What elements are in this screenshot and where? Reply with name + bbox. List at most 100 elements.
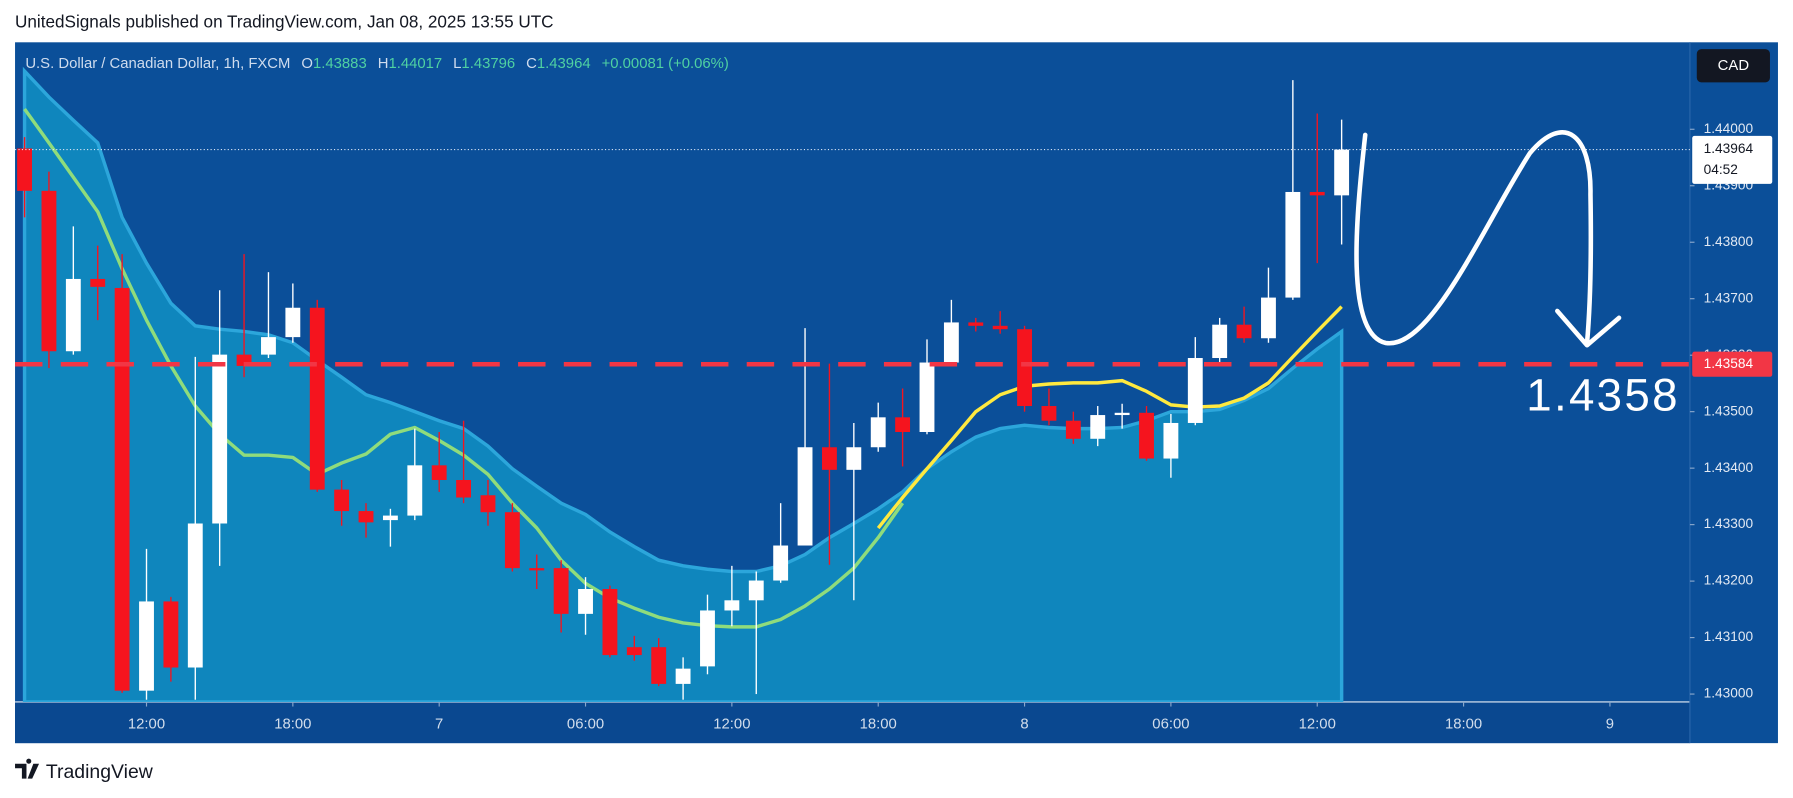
candle-body <box>236 354 252 366</box>
legend-value: 1.43964 <box>537 56 591 72</box>
candle-body <box>700 610 715 667</box>
candle-body <box>773 545 789 581</box>
candle-body <box>90 278 106 287</box>
candle-body <box>992 325 1008 330</box>
candle-body <box>407 465 423 516</box>
candle-body <box>846 447 862 470</box>
candle-body <box>1285 191 1301 298</box>
candle-body <box>1236 324 1252 339</box>
candle-body <box>675 668 691 684</box>
plot-area <box>15 66 1690 702</box>
y-tick-label: 1.43200 <box>1704 573 1754 588</box>
y-tick-label: 1.43400 <box>1704 460 1754 475</box>
candle-body <box>529 568 545 571</box>
indicator-line <box>876 305 1343 530</box>
candle-body <box>578 589 593 614</box>
legend-value: 1.43796 <box>461 56 515 72</box>
candle-body <box>212 354 228 524</box>
y-tick-label: 1.43500 <box>1704 403 1754 418</box>
candle-body <box>1187 358 1203 423</box>
candle-body <box>65 278 81 352</box>
candle-body <box>114 287 130 691</box>
candle-body <box>139 601 154 691</box>
currency-badge <box>1696 49 1770 83</box>
last-price-badge <box>1692 135 1773 184</box>
candle-body <box>1139 412 1154 459</box>
legend-letter: L <box>453 56 461 72</box>
time-axis-band <box>15 701 1690 744</box>
y-tick-label: 1.43700 <box>1704 290 1754 305</box>
candle-body <box>334 489 350 512</box>
candle-body <box>1090 415 1106 439</box>
candle-body <box>1041 406 1057 421</box>
candle-body <box>456 480 472 498</box>
candle-body <box>1163 422 1179 459</box>
candle-body <box>724 600 740 611</box>
last-price-label: 1.43964 <box>1704 141 1754 156</box>
level-badge <box>1692 351 1773 377</box>
x-tick-label: 12:00 <box>128 717 165 733</box>
candle-body <box>822 447 837 470</box>
y-tick-label: 1.43300 <box>1704 516 1754 531</box>
x-tick-label: 18:00 <box>860 717 897 733</box>
candle-body <box>602 589 618 656</box>
candle-body <box>1114 412 1130 416</box>
y-tick-label: 1.43000 <box>1704 686 1754 701</box>
currency-label: CAD <box>1718 58 1750 74</box>
logo-mark <box>15 758 40 779</box>
y-tick-label: 1.43100 <box>1704 629 1754 644</box>
x-tick-label: 7 <box>435 717 443 733</box>
candle-body <box>504 512 520 569</box>
level-label: 1.43584 <box>1704 356 1754 371</box>
candle-body <box>919 362 935 433</box>
candle-body <box>651 647 667 684</box>
hand-drawn-arrowhead <box>1555 308 1622 348</box>
legend-value: 1.43883 <box>313 56 367 72</box>
candle-body <box>285 307 301 338</box>
candle-body <box>187 523 203 668</box>
candle-body <box>1334 149 1350 196</box>
candle-body <box>797 447 813 546</box>
x-tick-label: 9 <box>1606 717 1614 733</box>
symbol-name: U.S. Dollar / Canadian Dollar, 1h, FXCM <box>25 56 290 72</box>
x-tick-label: 18:00 <box>1445 717 1482 733</box>
candle-body <box>41 190 57 352</box>
candle-body <box>748 580 764 601</box>
candle-body <box>968 322 984 326</box>
candle-body <box>943 322 959 363</box>
candle-body <box>17 148 32 191</box>
legend-letter: O <box>301 56 313 72</box>
candle-body <box>1261 297 1276 339</box>
ohlc-legend: U.S. Dollar / Canadian Dollar, 1h, FXCM … <box>25 56 729 72</box>
candle-body <box>431 465 447 481</box>
x-tick-label: 8 <box>1020 717 1028 733</box>
candle-body <box>626 647 642 656</box>
candle-body <box>309 307 325 490</box>
publish-header: UnitedSignals published on TradingView.c… <box>15 11 554 31</box>
candle-body <box>358 511 374 523</box>
y-tick-label: 1.44000 <box>1704 121 1754 136</box>
legend-letter: H <box>378 56 389 72</box>
candle-body <box>163 601 179 668</box>
indicator-area <box>22 66 1344 702</box>
legend-change: +0.00081 (+0.06%) <box>602 56 729 72</box>
annotation: 1.4358 <box>1526 370 1680 421</box>
overlay <box>1354 130 1622 348</box>
candle-body <box>382 515 398 521</box>
candle-body <box>1017 329 1032 407</box>
hand-drawn-path <box>1354 130 1594 346</box>
y-tick-label: 1.43800 <box>1704 234 1754 249</box>
footer-brand: TradingView <box>46 761 154 783</box>
candle-body <box>870 417 886 448</box>
legend-letter: C <box>526 56 537 72</box>
footer-logo: TradingView <box>15 758 154 783</box>
x-tick-label: 12:00 <box>1299 717 1336 733</box>
candle-body <box>261 337 276 355</box>
legend-value: 1.44017 <box>388 56 442 72</box>
candle-body <box>480 495 496 513</box>
x-tick-label: 18:00 <box>274 717 311 733</box>
x-tick-label: 06:00 <box>1152 717 1189 733</box>
candle-body <box>1309 191 1325 196</box>
